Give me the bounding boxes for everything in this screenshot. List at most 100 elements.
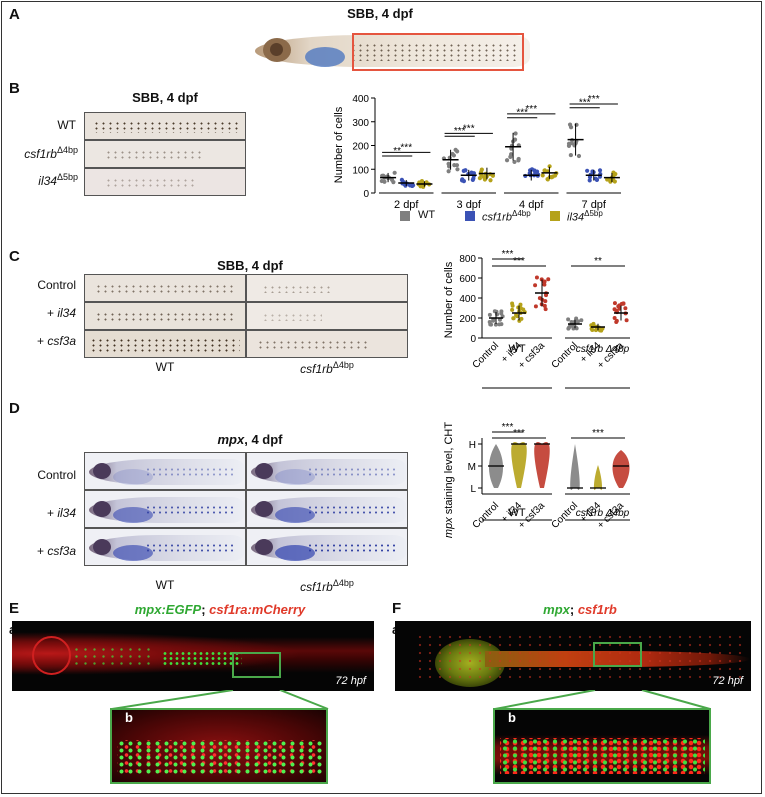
c-point [612, 307, 617, 312]
panel-b-row-wt: WT [57, 118, 76, 132]
b-point [379, 178, 384, 184]
b-ytick-label: 0 [363, 189, 369, 200]
b-ytick-label: 400 [352, 94, 369, 105]
b-point [453, 147, 458, 152]
panel-e-image-a: 72 hpf [12, 621, 374, 691]
b-point [587, 178, 592, 183]
b-point [508, 154, 513, 159]
panel-f-sub-b: b [508, 710, 516, 725]
panel-label-c: C [9, 248, 20, 265]
b-point [490, 173, 496, 178]
c-sig-label: ** [594, 256, 602, 267]
legend-swatch-wt [400, 211, 410, 221]
panel-d-col-mut: csf1rbΔ4bp [300, 578, 354, 594]
b-point [540, 173, 545, 178]
d-violin [612, 450, 630, 488]
c-point [521, 307, 526, 312]
legend-swatch-il34 [550, 211, 560, 221]
c-point [612, 316, 617, 321]
panel-d-image-wt-control [84, 452, 246, 490]
d-group-label-wt: WT [508, 507, 525, 519]
panel-e-title: mpx:EGFP; csf1ra:mCherry [134, 602, 306, 617]
c-ytick-label: 400 [459, 294, 476, 305]
b-ytick-label: 300 [352, 118, 369, 129]
c-point [534, 275, 539, 280]
b-point [594, 177, 599, 182]
b-point [451, 153, 457, 158]
c-point [614, 318, 619, 323]
panel-d-chart: mpx staining level, CHT LMH****** ***Cont… [443, 422, 630, 538]
panel-d-title: mpx, 4 dpf [217, 432, 283, 447]
d-sig-label: *** [592, 428, 604, 439]
c-point [546, 277, 551, 282]
panel-d-image-mut-il34 [246, 490, 408, 528]
b-point [504, 158, 510, 163]
c-point [488, 322, 493, 327]
panel-b-chart: Number of cells 0 100 200 300 400 2 dpf 3 dpf 4… [333, 94, 621, 211]
b-point [446, 169, 451, 174]
b-point [576, 153, 582, 159]
c-point [623, 306, 628, 311]
legend-label-csf1rb: csf1rbΔ4bp [482, 209, 531, 224]
b-sig-label: *** [463, 123, 475, 134]
c-point [517, 318, 522, 323]
legend-swatch-csf1rb [465, 211, 475, 221]
panel-b-ylabel: Number of cells [333, 106, 345, 183]
panel-c-ylabel: Number of cells [443, 261, 455, 338]
b-sig-label: *** [588, 94, 600, 105]
c-point [493, 322, 498, 327]
c-point [624, 318, 629, 323]
panel-f-image-a: 72 hpf [395, 621, 751, 691]
b-point [597, 168, 603, 173]
d-violin [593, 465, 603, 491]
panel-c-image-wt-control [84, 274, 246, 302]
panel-c-title: SBB, 4 dpf [217, 258, 283, 273]
b-point [612, 179, 617, 184]
b-point [613, 171, 618, 177]
b-point [567, 122, 573, 127]
panel-c-row-control: Control [37, 278, 76, 292]
c-point [533, 283, 538, 288]
b-point [389, 177, 395, 182]
c-point [566, 317, 571, 322]
c-point [491, 318, 496, 323]
c-point [533, 304, 538, 309]
panel-b-row-csf1rb: csf1rbΔ4bp [24, 145, 78, 161]
b-point [585, 168, 590, 173]
b-point [547, 164, 552, 169]
d-group-label-mut: csf1rb Δ4bp [576, 508, 630, 519]
b-point [587, 175, 593, 180]
d-ytick-label: M [468, 462, 476, 473]
legend-label-wt: WT [418, 209, 436, 221]
b-sig-label: *** [454, 126, 466, 137]
panel-c-col-mut: csf1rbΔ4bp [300, 360, 354, 376]
panel-e-image-b [110, 708, 328, 784]
panel-d-image-wt-il34 [84, 490, 246, 528]
b-ytick-label: 100 [352, 165, 369, 176]
b-sig-label: *** [579, 98, 591, 109]
c-point [568, 324, 573, 329]
panel-label-d: D [9, 400, 20, 417]
c-point [516, 305, 521, 310]
b-point [542, 168, 547, 173]
panel-b-title: SBB, 4 dpf [132, 90, 198, 105]
panel-f-roi-box [593, 642, 642, 667]
b-point [454, 163, 460, 168]
c-point [621, 301, 626, 306]
b-point [545, 177, 550, 182]
b-sig-label: ** [393, 146, 401, 157]
d-xtick-label: Control [471, 500, 502, 531]
b-xtick-label: 7 dpf [582, 199, 607, 211]
b-point [513, 131, 518, 136]
c-point [617, 306, 622, 311]
b-point [574, 122, 579, 127]
panel-d-image-mut-control [246, 452, 408, 490]
legend-label-il34: il34Δ5bp [567, 209, 603, 224]
panel-c-image-mut-csf3a [246, 330, 408, 358]
b-point [409, 182, 414, 187]
b-xtick-label: 2 dpf [394, 199, 419, 211]
panel-c-col-wt: WT [155, 360, 175, 374]
c-ytick-label: 800 [459, 254, 476, 265]
